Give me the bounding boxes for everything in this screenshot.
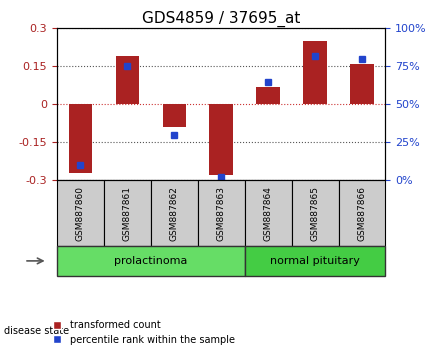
Text: GSM887865: GSM887865 [311,185,320,241]
Text: GSM887866: GSM887866 [357,185,367,241]
Title: GDS4859 / 37695_at: GDS4859 / 37695_at [142,11,300,27]
FancyBboxPatch shape [245,246,385,276]
FancyBboxPatch shape [57,246,245,276]
Bar [256,87,280,104]
FancyBboxPatch shape [151,181,198,246]
Text: normal pituitary: normal pituitary [270,256,360,266]
Text: GSM887860: GSM887860 [76,185,85,241]
Bar [303,41,327,104]
Text: prolactinoma: prolactinoma [114,256,187,266]
FancyBboxPatch shape [198,181,245,246]
FancyBboxPatch shape [104,181,151,246]
Legend: transformed count, percentile rank within the sample: transformed count, percentile rank withi… [49,316,239,349]
Bar [116,56,139,104]
Bar [162,104,186,127]
Text: GSM887862: GSM887862 [170,185,179,240]
Bar [69,104,92,173]
Text: GSM887863: GSM887863 [217,185,226,241]
Bar [209,104,233,175]
Text: disease state: disease state [4,326,70,336]
FancyBboxPatch shape [57,181,104,246]
Text: GSM887864: GSM887864 [264,185,272,240]
Bar [350,64,374,104]
FancyBboxPatch shape [339,181,385,246]
Text: GSM887861: GSM887861 [123,185,132,241]
FancyBboxPatch shape [292,181,339,246]
FancyBboxPatch shape [245,181,292,246]
